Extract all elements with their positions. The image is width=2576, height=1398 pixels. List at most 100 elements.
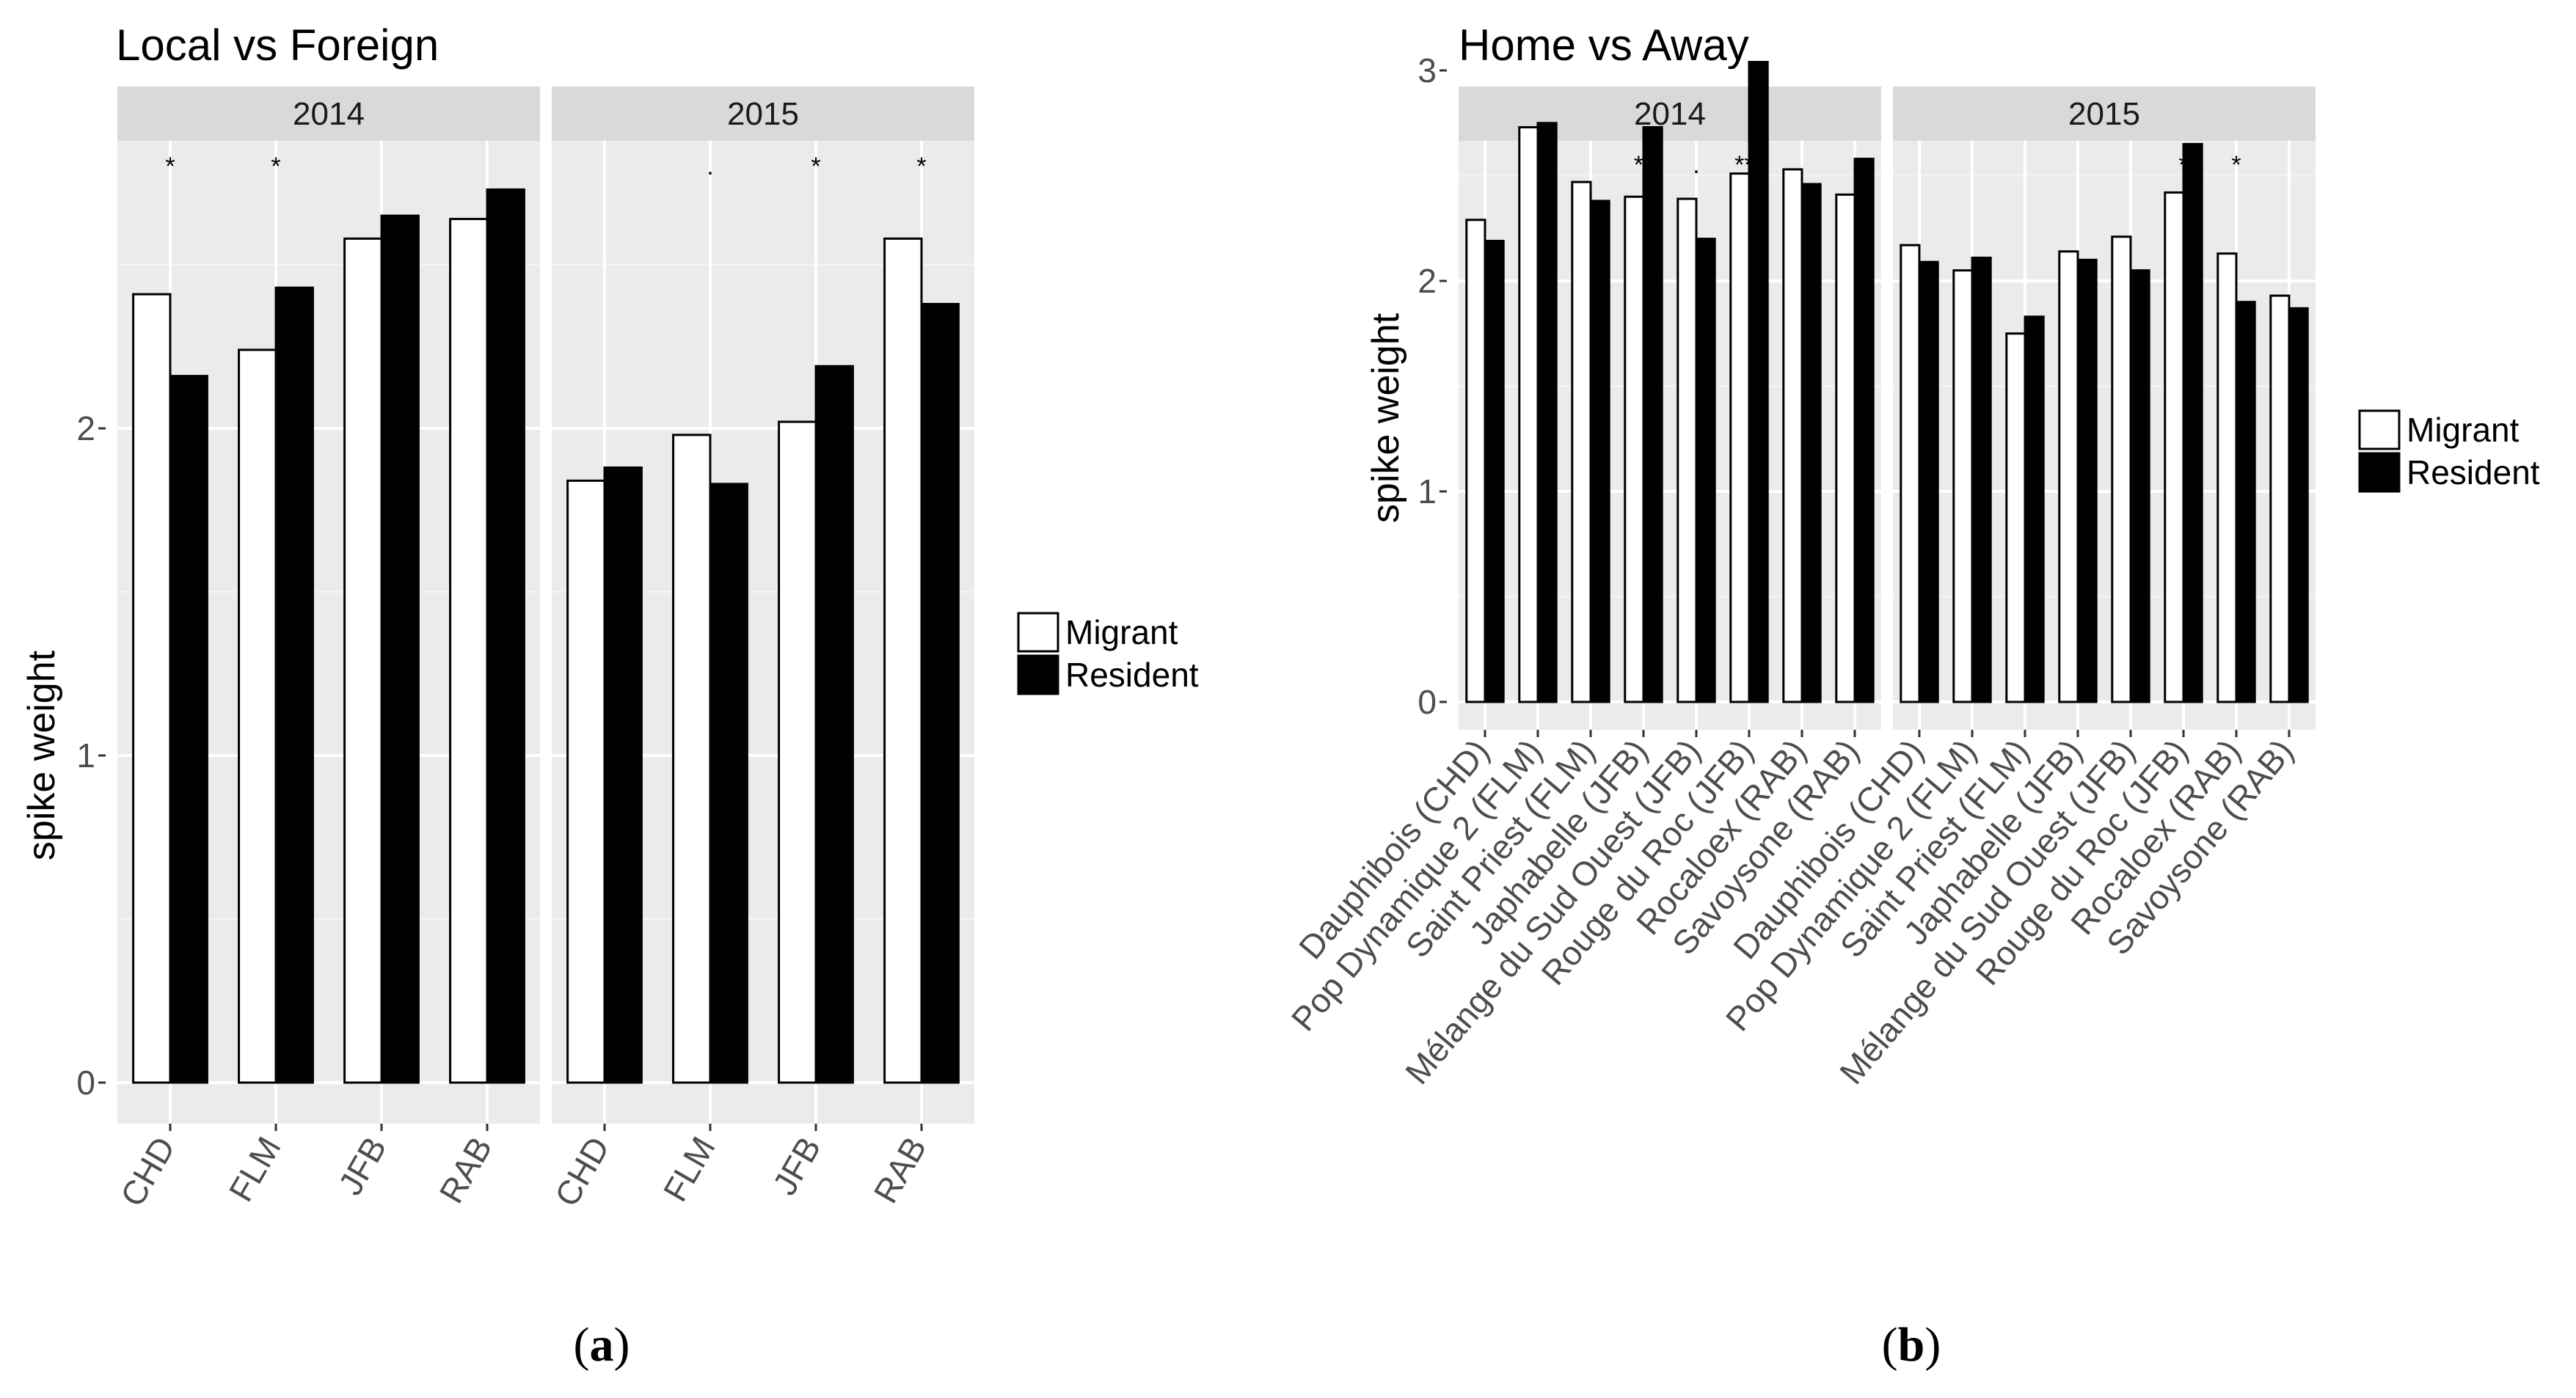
bar-resident (1589, 200, 1610, 703)
bar-migrant (2005, 332, 2026, 703)
bar-migrant (343, 237, 383, 1084)
x-tick-label: CHD (547, 1130, 617, 1212)
bar-migrant (132, 293, 172, 1084)
facet-2015: 2015 CHD. FLM * JFB * RAB (547, 87, 974, 1212)
bar-migrant (1952, 269, 1974, 703)
x-tick-label: RAB (866, 1130, 933, 1209)
bar-migrant (566, 479, 606, 1084)
facet-strip-label: 2015 (2068, 96, 2140, 132)
y-axis-label: spike weight (1365, 312, 1407, 523)
y-tick-label: 0 (1417, 683, 1437, 721)
bar-resident (1918, 260, 1939, 703)
bar-migrant (1729, 172, 1751, 703)
bar-migrant (1571, 180, 1592, 703)
significance-marker: ** (1634, 151, 1653, 179)
bar-resident (274, 286, 314, 1084)
bar-resident (1484, 239, 1505, 703)
bar-migrant (672, 433, 712, 1084)
y-tick-label: 3 (1417, 51, 1437, 89)
bar-migrant (2269, 294, 2291, 703)
bar-resident (486, 188, 525, 1084)
panel-caption: (b) (1882, 1318, 1941, 1372)
bar-migrant (1900, 244, 1921, 703)
legend: Migrant Resident (2358, 409, 2540, 493)
x-tick-label: FLM (222, 1130, 288, 1208)
bar-migrant (449, 218, 489, 1084)
bar-resident (2024, 315, 2045, 703)
facet-strip-label: 2014 (1634, 96, 1706, 132)
panel-caption: (a) (574, 1318, 630, 1372)
bar-migrant (778, 420, 817, 1084)
bar-resident (2129, 269, 2150, 703)
legend-label-resident: Resident (1065, 656, 1199, 694)
bar-resident (1853, 158, 1875, 703)
panel-caption-letter: a (590, 1318, 614, 1372)
legend-swatch-migrant (1017, 612, 1059, 653)
bar-migrant (2111, 235, 2132, 703)
bar-resident (2182, 142, 2203, 703)
chart-title: Local vs Foreign (116, 21, 439, 70)
legend-label-migrant: Migrant (1065, 613, 1178, 651)
significance-marker: *** (1734, 151, 1764, 179)
bar-migrant (1782, 168, 1803, 703)
y-tick-label: 0 (76, 1064, 95, 1102)
legend: Migrant Resident (1017, 612, 1199, 695)
bar-resident (380, 214, 420, 1084)
significance-marker: . (1693, 151, 1699, 179)
facet-2014: 2014 * CHD * FLM JFB RAB (113, 87, 540, 1212)
facet-strip (552, 87, 974, 141)
legend-swatch-resident (2358, 452, 2401, 493)
significance-marker: * (2231, 151, 2241, 179)
bar-migrant (1624, 195, 1645, 703)
bar-resident (920, 303, 960, 1084)
x-tick-label: CHD (113, 1130, 183, 1212)
bar-migrant (2058, 250, 2079, 703)
bar-resident (1800, 183, 1822, 703)
bar-resident (1971, 256, 1992, 703)
facet-strip (117, 87, 540, 141)
bar-resident (1695, 238, 1716, 703)
y-tick-label: 2 (1417, 262, 1437, 300)
bar-resident (2235, 301, 2256, 703)
bar-migrant (1835, 193, 1856, 703)
y-tick-label: 2 (76, 409, 95, 447)
significance-marker: * (165, 153, 175, 180)
chart-local-vs-foreign: Local vs Foreign spike weight 0 1 2 2014 * CHD *… (21, 21, 1199, 1372)
y-tick-label: 1 (76, 736, 95, 775)
bar-resident (2288, 307, 2309, 703)
y-tick-label: 1 (1417, 472, 1437, 510)
legend-label-resident: Resident (2407, 453, 2540, 491)
y-axis-label: spike weight (21, 650, 63, 860)
x-tick-label: RAB (431, 1130, 499, 1209)
bar-migrant (1518, 125, 1539, 703)
facet-strip (1893, 87, 2316, 141)
significance-marker: * (916, 153, 926, 180)
bar-resident (814, 365, 854, 1084)
chart-title: Home vs Away (1459, 21, 1749, 70)
bar-resident (169, 375, 208, 1084)
bar-migrant (2164, 191, 2185, 703)
significance-marker: * (811, 153, 820, 180)
bar-migrant (1676, 197, 1698, 703)
significance-marker: . (707, 153, 713, 180)
facet-strip-label: 2015 (727, 96, 799, 132)
legend-swatch-migrant (2358, 409, 2401, 450)
bar-resident (1642, 125, 1663, 703)
legend-label-migrant: Migrant (2407, 411, 2520, 449)
significance-marker: * (271, 153, 280, 180)
bar-resident (1536, 122, 1558, 703)
bar-resident (709, 483, 748, 1084)
bar-migrant (883, 237, 923, 1084)
bar-resident (1748, 61, 1769, 703)
x-tick-label: FLM (656, 1130, 723, 1208)
bar-resident (2076, 258, 2098, 703)
bar-migrant (2216, 252, 2238, 703)
bar-migrant (1465, 219, 1486, 703)
legend-swatch-resident (1017, 654, 1059, 695)
x-tick-label: JFB (765, 1130, 828, 1201)
panel-caption-letter: b (1898, 1318, 1925, 1372)
significance-marker: * (2178, 151, 2188, 179)
bar-resident (603, 466, 643, 1084)
